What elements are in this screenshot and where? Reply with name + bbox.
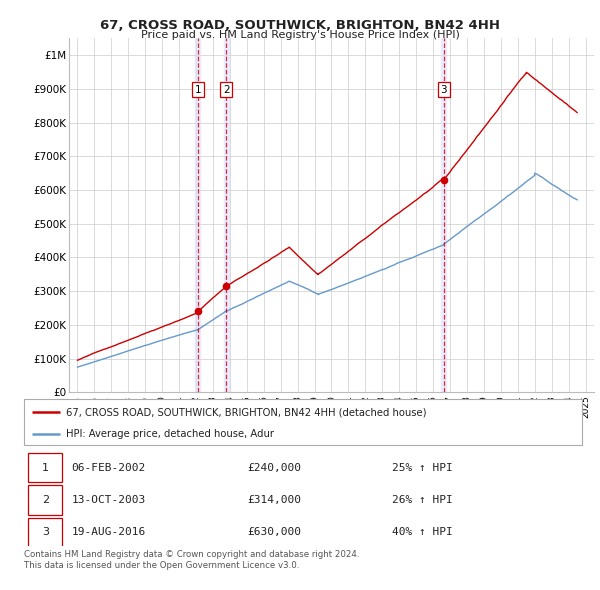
Text: 1: 1 bbox=[42, 463, 49, 473]
Text: £314,000: £314,000 bbox=[247, 495, 301, 505]
Text: 19-AUG-2016: 19-AUG-2016 bbox=[71, 527, 146, 537]
Text: Price paid vs. HM Land Registry's House Price Index (HPI): Price paid vs. HM Land Registry's House … bbox=[140, 30, 460, 40]
FancyBboxPatch shape bbox=[28, 453, 62, 483]
Text: 67, CROSS ROAD, SOUTHWICK, BRIGHTON, BN42 4HH: 67, CROSS ROAD, SOUTHWICK, BRIGHTON, BN4… bbox=[100, 19, 500, 32]
FancyBboxPatch shape bbox=[24, 399, 582, 445]
Text: £630,000: £630,000 bbox=[247, 527, 301, 537]
Bar bbox=[195, 38, 200, 392]
Text: 3: 3 bbox=[42, 527, 49, 537]
Text: Contains HM Land Registry data © Crown copyright and database right 2024.: Contains HM Land Registry data © Crown c… bbox=[24, 550, 359, 559]
Text: 06-FEB-2002: 06-FEB-2002 bbox=[71, 463, 146, 473]
FancyBboxPatch shape bbox=[28, 517, 62, 547]
Text: HPI: Average price, detached house, Adur: HPI: Average price, detached house, Adur bbox=[66, 429, 274, 439]
Text: 2: 2 bbox=[223, 85, 229, 94]
Text: This data is licensed under the Open Government Licence v3.0.: This data is licensed under the Open Gov… bbox=[24, 560, 299, 569]
Text: 3: 3 bbox=[440, 85, 447, 94]
Text: 1: 1 bbox=[194, 85, 201, 94]
Text: 13-OCT-2003: 13-OCT-2003 bbox=[71, 495, 146, 505]
Text: 25% ↑ HPI: 25% ↑ HPI bbox=[392, 463, 453, 473]
Text: 67, CROSS ROAD, SOUTHWICK, BRIGHTON, BN42 4HH (detached house): 67, CROSS ROAD, SOUTHWICK, BRIGHTON, BN4… bbox=[66, 407, 427, 417]
Text: 2: 2 bbox=[41, 495, 49, 505]
Text: 40% ↑ HPI: 40% ↑ HPI bbox=[392, 527, 453, 537]
Text: £240,000: £240,000 bbox=[247, 463, 301, 473]
Bar bbox=[224, 38, 229, 392]
FancyBboxPatch shape bbox=[28, 486, 62, 514]
Bar bbox=[441, 38, 446, 392]
Text: 26% ↑ HPI: 26% ↑ HPI bbox=[392, 495, 453, 505]
